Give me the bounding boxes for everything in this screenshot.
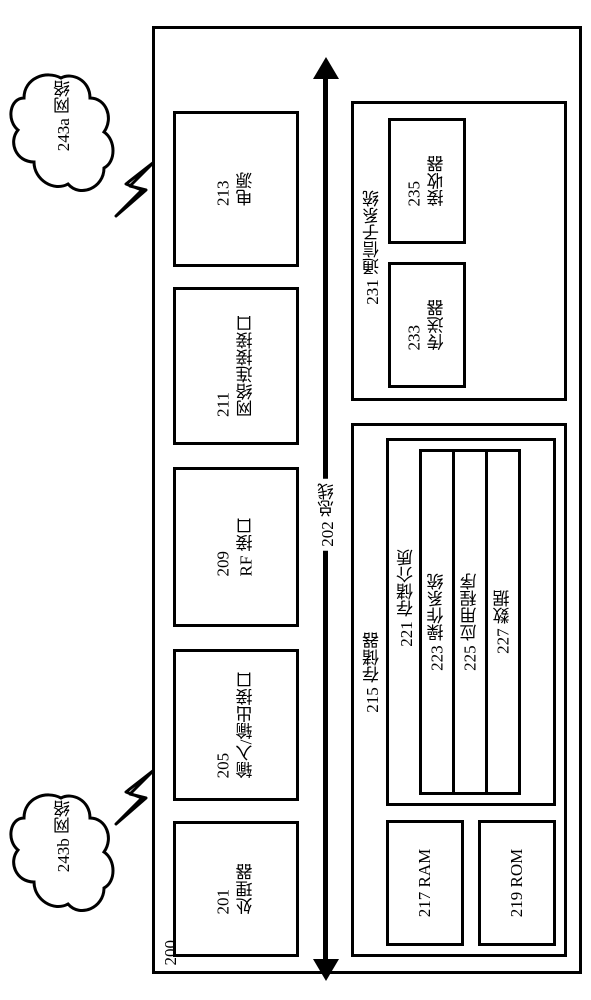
block-201: 201 处理器	[173, 821, 299, 957]
block-205-label: 输入/输出接口	[237, 672, 256, 779]
stack-223-id: 223	[428, 645, 447, 671]
cloud-243a-label: 网络	[54, 80, 73, 114]
memory-id: 215	[363, 687, 382, 713]
bus-label: 202 总线	[315, 479, 340, 551]
block-211: 211 网络连接接口	[173, 287, 299, 445]
stack-227: 227 数据	[485, 449, 521, 795]
medium-id: 221	[397, 621, 416, 647]
block-205: 205 输入/输出接口	[173, 649, 299, 801]
rx-label: 接收器	[428, 156, 447, 207]
rom-id: 219	[507, 892, 526, 918]
block-213: 213 电源	[173, 111, 299, 267]
cloud-243a: 243a 网络	[6, 70, 116, 200]
block-205-id: 205	[214, 753, 233, 779]
rom-box: 219 ROM	[478, 820, 556, 946]
bus-arrow-down	[313, 959, 339, 981]
cloud-243b-id: 243b	[54, 838, 73, 872]
tx-label: 传送器	[428, 300, 447, 351]
comms-id: 231	[363, 279, 382, 305]
bus-text: 总线	[318, 483, 337, 517]
comms-box: 231 通信子系统 233 传送器 235 接收器	[351, 101, 567, 401]
rx-box: 235 接收器	[388, 118, 466, 244]
stack-227-id: 227	[494, 628, 513, 654]
block-211-label: 网络连接接口	[237, 315, 256, 417]
stack-225-id: 225	[461, 645, 480, 671]
block-213-id: 213	[214, 181, 233, 207]
memory-label: 215 存储器	[360, 632, 385, 713]
block-211-id: 211	[214, 392, 233, 417]
bus-id: 202	[318, 521, 337, 547]
memory-text: 存储器	[363, 632, 382, 683]
stack-225-label: 应用程序	[461, 573, 480, 641]
ram-label: RAM	[415, 849, 434, 888]
stack-227-label: 数据	[494, 590, 513, 624]
cloud-243b: 243b 网络	[6, 790, 116, 920]
block-201-label: 处理器	[237, 864, 256, 915]
rom-label: ROM	[507, 849, 526, 888]
stack-223-label: 操作系统	[428, 573, 447, 641]
cloud-243b-label: 网络	[54, 800, 73, 834]
device-box: 200 201 处理器 205 输入/输出接口 209 RF 接口 211 网络…	[152, 26, 582, 974]
ram-id: 217	[415, 892, 434, 918]
tx-box: 233 传送器	[388, 262, 466, 388]
cloud-243a-id: 243a	[54, 118, 73, 151]
memory-box: 215 存储器 217 RAM 219 ROM 221	[351, 423, 567, 957]
medium-text: 存储介质	[397, 549, 416, 617]
stack-225: 225 应用程序	[452, 449, 488, 795]
bus-arrow-up	[313, 57, 339, 79]
medium-label: 221 存储介质	[394, 549, 419, 647]
block-213-label: 电源	[237, 172, 256, 206]
medium-box: 221 存储介质 223 操作系统 225 应用程	[386, 438, 556, 806]
ram-box: 217 RAM	[386, 820, 464, 946]
comms-label: 231 通信子系统	[360, 190, 385, 305]
rx-id: 235	[405, 181, 424, 207]
tx-id: 233	[405, 325, 424, 351]
stack-223: 223 操作系统	[419, 449, 455, 795]
block-209-id: 209	[214, 551, 233, 577]
block-201-id: 201	[214, 889, 233, 915]
block-209: 209 RF 接口	[173, 467, 299, 627]
comms-text: 通信子系统	[363, 190, 382, 275]
block-209-label: RF 接口	[237, 517, 256, 576]
